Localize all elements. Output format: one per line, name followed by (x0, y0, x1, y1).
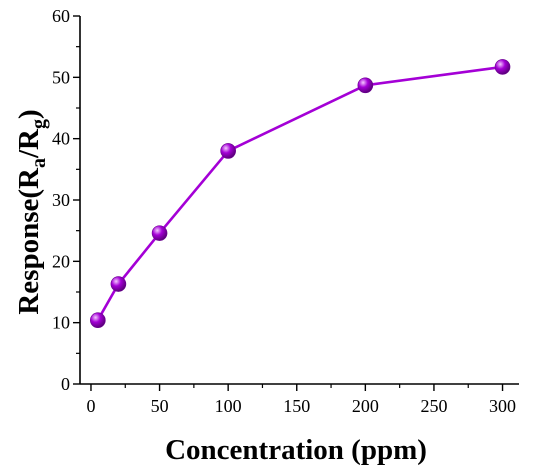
y-tick-label: 20 (52, 251, 70, 271)
data-point (110, 276, 127, 292)
x-tick-label: 150 (283, 396, 310, 416)
y-axis-title-sub-a: a (28, 158, 50, 168)
x-tick-label: 50 (151, 396, 169, 416)
y-tick-label: 30 (52, 190, 70, 210)
y-tick-label: 10 (52, 313, 70, 333)
tick-marks (73, 15, 504, 391)
y-axis-title-sub-g: g (28, 119, 50, 129)
y-tick-label: 50 (52, 67, 70, 87)
series-line (96, 65, 503, 321)
x-axis-title: Concentration (ppm) (165, 434, 427, 466)
x-tick-label: 200 (352, 396, 379, 416)
y-tick-label: 40 (52, 129, 70, 149)
data-point (90, 312, 106, 329)
y-axis-title-prefix: Response(R (13, 167, 45, 315)
axes (79, 16, 519, 385)
data-point (357, 77, 374, 94)
y-axis-title-suffix: ) (13, 109, 45, 119)
y-axis-title-mid: /R (13, 128, 45, 159)
x-tick-label: 250 (420, 396, 447, 416)
y-tick-labels: 0 10 20 30 40 50 60 (52, 6, 70, 394)
data-point (220, 143, 236, 159)
y-tick-label: 0 (61, 374, 70, 394)
x-tick-labels: 0 50 100 150 200 250 300 (86, 396, 516, 416)
x-tick-label: 0 (86, 396, 95, 416)
data-point (494, 59, 511, 75)
data-point (151, 225, 168, 241)
x-tick-label: 100 (215, 396, 242, 416)
y-tick-label: 60 (52, 6, 70, 26)
x-tick-label: 300 (489, 396, 516, 416)
y-axis-title: Response(Ra/Rg) (13, 109, 50, 314)
series-response (90, 59, 511, 329)
